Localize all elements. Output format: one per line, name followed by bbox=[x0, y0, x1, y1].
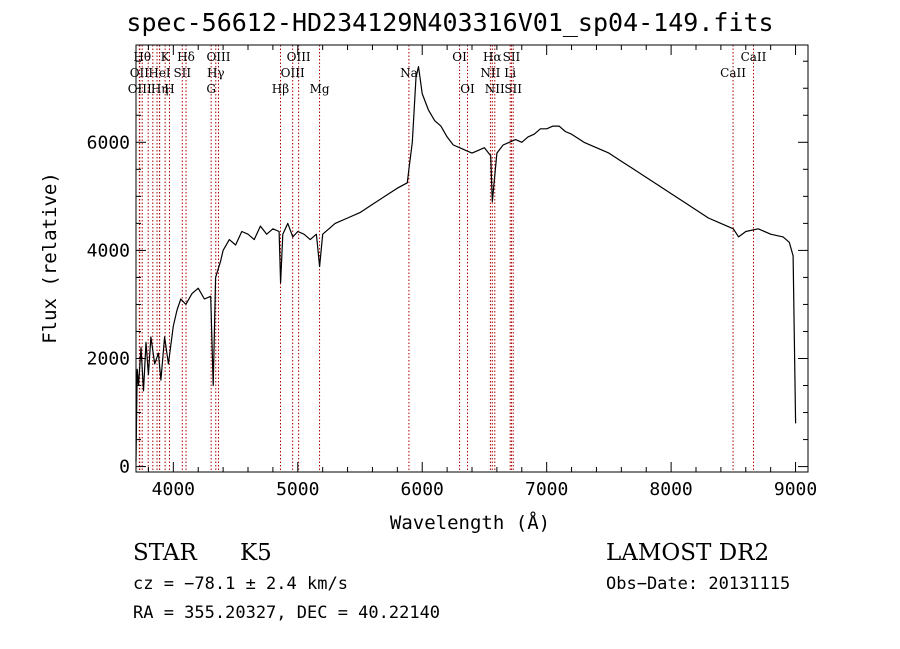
plot-border bbox=[135, 44, 809, 473]
marker-label: CaII bbox=[720, 66, 746, 80]
marker-label: Hη bbox=[151, 82, 169, 96]
marker-label: OIII bbox=[128, 82, 152, 96]
marker-label: OII bbox=[130, 66, 150, 80]
marker-label: Hβ bbox=[272, 82, 289, 96]
velocity-readout: cz = −78.1 ± 2.4 km/s bbox=[133, 574, 348, 594]
marker-label: HeI bbox=[148, 66, 171, 80]
marker-label: Hα bbox=[483, 50, 502, 64]
x-tick-label: 7000 bbox=[525, 479, 568, 500]
x-tick-label: 9000 bbox=[774, 479, 817, 500]
marker-label: OIII bbox=[206, 50, 230, 64]
axis-ticks: 4000 5000 6000 7000 8000 9000 0 2000 4000 6000 bbox=[87, 45, 817, 500]
marker-label: Hδ bbox=[177, 50, 195, 64]
marker-label: SII bbox=[504, 82, 522, 96]
object-subclass: K5 bbox=[240, 540, 272, 566]
obs-date: Obs−Date: 20131115 bbox=[606, 574, 791, 594]
marker-label: SII bbox=[503, 50, 521, 64]
x-tick-label: 8000 bbox=[649, 479, 692, 500]
x-axis-label: Wavelength (Å) bbox=[390, 511, 550, 534]
x-tick-label: 6000 bbox=[401, 479, 444, 500]
marker-label: Li bbox=[504, 66, 516, 80]
x-tick-label: 4000 bbox=[152, 479, 195, 500]
marker-labels: Hθ OII OIII HeI Hη K H SII Hδ G Hγ OIII Hβ OIII OIII Mg… bbox=[128, 50, 767, 96]
marker-label: Hγ bbox=[207, 66, 225, 80]
y-tick-label: 4000 bbox=[87, 240, 130, 261]
marker-label: Hθ bbox=[133, 50, 151, 64]
y-axis-label: Flux (relative) bbox=[39, 172, 61, 344]
marker-label: OI bbox=[452, 50, 467, 64]
marker-label: Na bbox=[400, 66, 418, 80]
marker-label: SII bbox=[173, 66, 191, 80]
marker-label: Mg bbox=[310, 82, 330, 96]
x-tick-label: 5000 bbox=[276, 479, 319, 500]
series-layer bbox=[135, 65, 797, 462]
survey-name: LAMOST DR2 bbox=[606, 540, 770, 566]
marker-label: CaII bbox=[741, 50, 767, 64]
line-markers bbox=[138, 45, 754, 472]
marker-label: OIII bbox=[281, 66, 305, 80]
marker-label: NII bbox=[485, 82, 505, 96]
marker-label: OIII bbox=[287, 50, 311, 64]
marker-label: NII bbox=[480, 66, 500, 80]
plot-frame bbox=[135, 44, 809, 473]
y-tick-label: 6000 bbox=[87, 132, 130, 153]
coordinates-readout: RA = 355.20327, DEC = 40.22140 bbox=[133, 603, 441, 623]
spectrum-line bbox=[135, 65, 797, 462]
y-tick-label: 0 bbox=[119, 457, 130, 478]
chart-title: spec-56612-HD234129N403316V01_sp04-149.f… bbox=[126, 8, 774, 37]
marker-label: G bbox=[206, 82, 216, 96]
marker-label: K bbox=[161, 50, 171, 64]
y-tick-label: 2000 bbox=[87, 348, 130, 369]
object-class: STAR bbox=[133, 540, 197, 566]
marker-label: OI bbox=[460, 82, 475, 96]
marker-label: H bbox=[164, 82, 174, 96]
